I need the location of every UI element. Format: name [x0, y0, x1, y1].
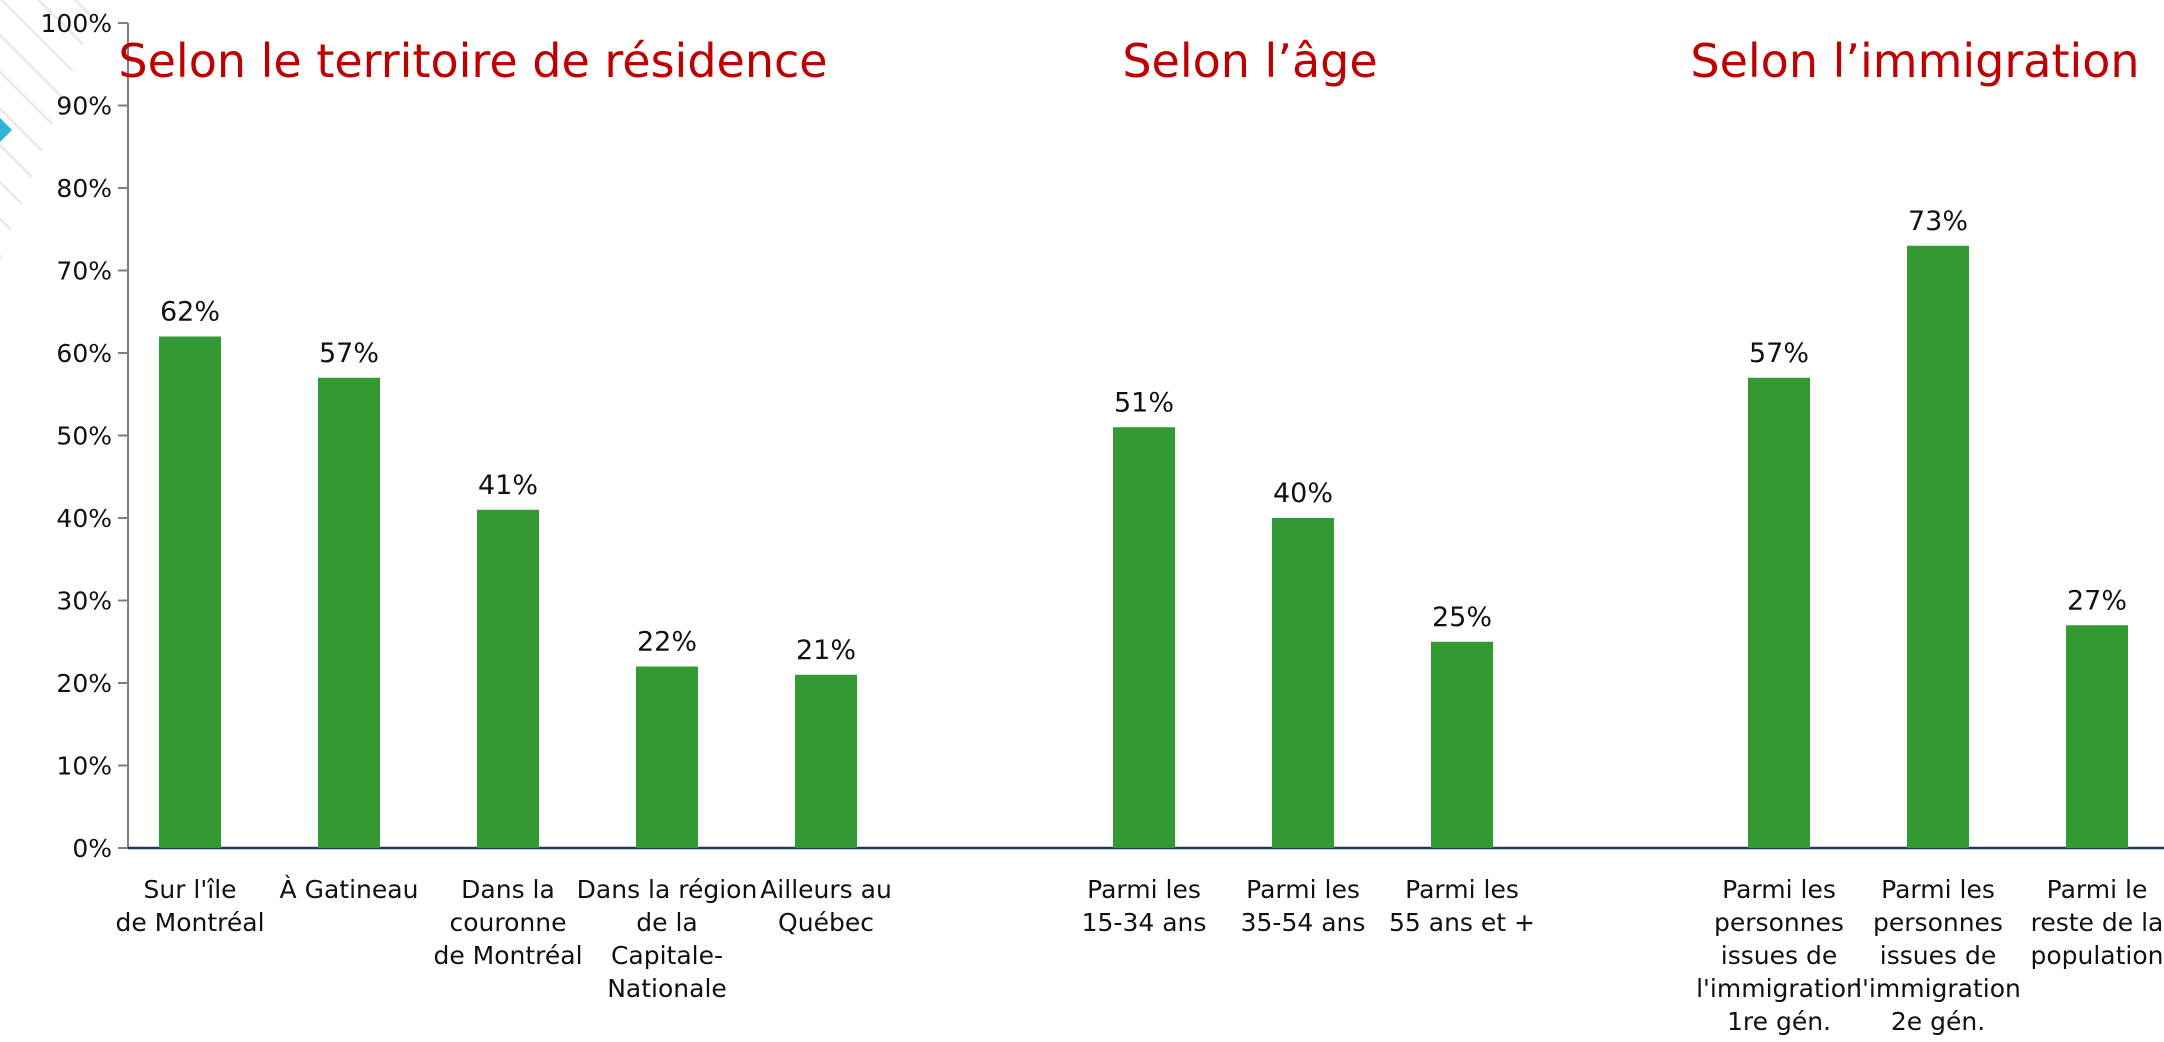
- y-tick-label: 20%: [56, 669, 112, 698]
- data-label: 57%: [1749, 338, 1809, 369]
- group-title: Selon le territoire de résidence: [118, 34, 827, 88]
- bar: [1907, 245, 1969, 848]
- y-tick-label: 0%: [72, 834, 112, 863]
- data-label: 22%: [637, 627, 697, 658]
- bar: [636, 666, 698, 848]
- group-title: Selon l’âge: [1122, 34, 1377, 88]
- y-tick-label: 40%: [56, 504, 112, 533]
- bar: [159, 336, 221, 848]
- decorative-stripes: [0, 0, 100, 260]
- y-tick-label: 90%: [56, 92, 112, 121]
- category-label: Parmi le reste de la population: [2030, 875, 2163, 970]
- y-tick-label: 10%: [56, 752, 112, 781]
- group-title: Selon l’immigration: [1690, 34, 2139, 88]
- y-tick-label: 60%: [56, 339, 112, 368]
- category-label: Dans la couronne de Montréal: [433, 875, 582, 970]
- data-label: 62%: [160, 297, 220, 328]
- category-labels: Sur l'île de Montréal À Gatineau Dans la cou…: [115, 875, 2163, 1036]
- y-tick-label: 50%: [56, 422, 112, 451]
- data-label: 57%: [319, 338, 379, 369]
- bar: [1748, 377, 1810, 848]
- category-label: Ailleurs au Québec: [760, 875, 892, 937]
- bar: [318, 377, 380, 848]
- axis-layer: 0% 10% 20% 30% 40% 50% 60% 70% 80% 90% 100%: [41, 9, 2164, 863]
- data-label: 40%: [1273, 478, 1333, 509]
- data-label: 21%: [796, 635, 856, 666]
- y-tick-label: 30%: [56, 587, 112, 616]
- data-label: 27%: [2067, 585, 2127, 616]
- group-titles: Selon le territoire de résidence Selon l’…: [118, 34, 2139, 88]
- category-label: Parmi les 35-54 ans: [1241, 875, 1366, 937]
- category-label: Parmi les personnes issues de l'immigration…: [1696, 875, 1862, 1036]
- bar: [2066, 625, 2128, 848]
- bars: 62% 57% 41% 22% 21% 51% 40% 25% 57% 73% 27%: [159, 206, 2128, 848]
- data-label: 51%: [1114, 387, 1174, 418]
- data-label: 25%: [1432, 602, 1492, 633]
- data-label: 73%: [1908, 206, 1968, 237]
- bar: [1431, 641, 1493, 848]
- category-label: Sur l'île de Montréal: [115, 875, 264, 937]
- data-label: 41%: [478, 470, 538, 501]
- bar: [477, 509, 539, 848]
- y-tick-label: 70%: [56, 257, 112, 286]
- category-label: Parmi les personnes issues de l'immigration…: [1855, 875, 2021, 1036]
- bar: [1272, 518, 1334, 848]
- category-label: Parmi les 55 ans et +: [1389, 875, 1535, 937]
- category-label: À Gatineau: [280, 875, 419, 904]
- bar: [795, 674, 857, 848]
- y-tick-label: 80%: [56, 174, 112, 203]
- category-label: Dans la région de la Capitale-Nationale: [577, 875, 758, 1003]
- bar: [1113, 427, 1175, 848]
- decorative-accent: [0, 118, 12, 142]
- category-label: Parmi les 15-34 ans: [1082, 875, 1207, 937]
- y-tick-label: 100%: [41, 9, 112, 38]
